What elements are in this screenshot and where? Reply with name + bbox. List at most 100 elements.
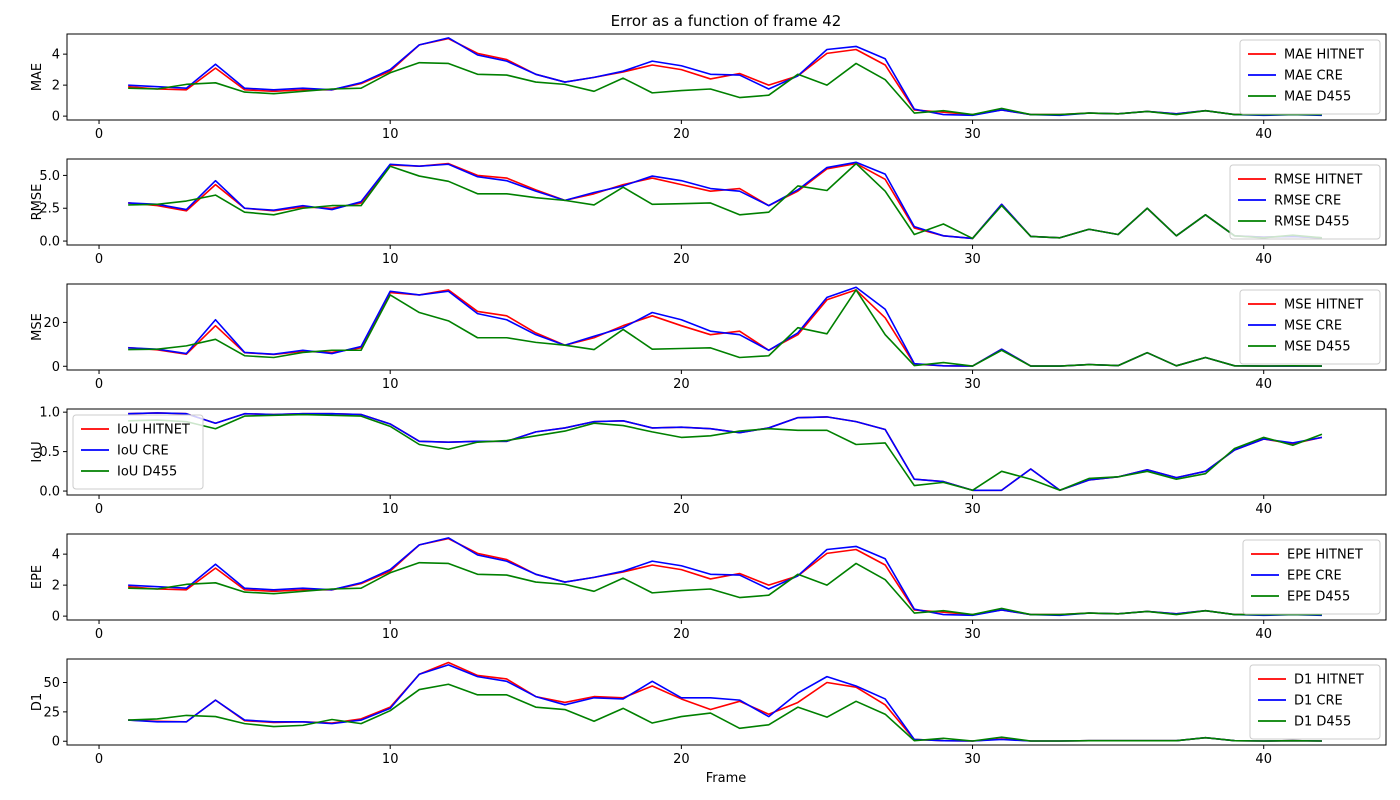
legend-entry: RMSE CRE: [1274, 194, 1341, 209]
legend-entry: MSE D455: [1284, 340, 1351, 355]
y-tick-label: 25: [43, 705, 60, 720]
y-axis-label: MAE: [30, 63, 45, 91]
subplot-mae: 0 10 20 30 40 0 2 4 MAE MAE HITNET MAE CRE MAE D455: [30, 33, 1387, 142]
y-tick-label: 0.0: [39, 235, 60, 250]
y-tick-label: 5.0: [39, 169, 60, 184]
series-line-mse-d455: [128, 289, 1322, 367]
x-tick-label: 40: [1255, 377, 1272, 392]
x-tick-label: 20: [673, 252, 690, 267]
x-tick-label: 40: [1255, 752, 1272, 767]
legend: EPE HITNET EPE CRE EPE D455: [1242, 539, 1381, 615]
legend-entry: D1 CRE: [1294, 694, 1343, 709]
x-tick-label: 20: [673, 752, 690, 767]
legend-entry: D1 D455: [1294, 715, 1351, 730]
y-tick-label: 20: [43, 316, 60, 331]
legend: MSE HITNET MSE CRE MSE D455: [1239, 289, 1381, 365]
legend: MAE HITNET MAE CRE MAE D455: [1239, 39, 1381, 115]
series-line-mae-d455: [128, 61, 1322, 116]
y-tick-label: 2: [52, 79, 60, 94]
x-tick-label: 10: [382, 627, 399, 642]
legend-entry: MAE CRE: [1284, 69, 1343, 84]
legend-entry: IoU CRE: [117, 444, 169, 459]
legend-entry: IoU HITNET: [117, 423, 190, 438]
legend-entry: EPE CRE: [1287, 569, 1342, 584]
subplot-epe: 0 10 20 30 40 0 2 4 EPE EPE HITNET EPE CRE EPE D455: [30, 533, 1387, 642]
x-tick-label: 30: [964, 502, 981, 517]
x-tick-label: 0: [95, 502, 103, 517]
y-tick-label: 1.0: [39, 406, 60, 421]
x-tick-label: 40: [1255, 502, 1272, 517]
legend: RMSE HITNET RMSE CRE RMSE D455: [1229, 164, 1381, 240]
x-tick-label: 0: [95, 252, 103, 267]
y-tick-label: 2: [52, 579, 60, 594]
x-axis-label: Frame: [706, 771, 747, 786]
x-tick-label: 40: [1255, 127, 1272, 142]
x-tick-label: 40: [1255, 252, 1272, 267]
series-line-rmse-d455: [128, 162, 1323, 240]
y-tick-label: 0: [52, 610, 60, 625]
y-tick-label: 0.5: [39, 445, 60, 460]
legend-entry: RMSE HITNET: [1274, 173, 1362, 188]
legend: IoU HITNET IoU CRE IoU D455: [72, 414, 204, 490]
legend-entry: RMSE D455: [1274, 215, 1350, 230]
y-tick-label: 0: [52, 735, 60, 750]
x-tick-label: 30: [964, 127, 981, 142]
series-line-epe-d455: [128, 561, 1322, 616]
axes-frame: [66, 658, 1387, 746]
legend-entry: MSE HITNET: [1284, 298, 1363, 313]
x-tick-label: 0: [95, 127, 103, 142]
x-tick-label: 10: [382, 127, 399, 142]
chart-title: Error as a function of frame 42: [611, 12, 842, 30]
x-tick-label: 30: [964, 627, 981, 642]
x-tick-label: 0: [95, 752, 103, 767]
x-tick-label: 20: [673, 502, 690, 517]
y-tick-label: 4: [52, 48, 60, 63]
axes-frame: [66, 533, 1387, 621]
x-tick-label: 10: [382, 752, 399, 767]
legend-entry: IoU D455: [117, 465, 177, 480]
y-tick-label: 2.5: [39, 202, 60, 217]
legend: D1 HITNET D1 CRE D1 D455: [1249, 664, 1381, 740]
x-tick-label: 10: [382, 252, 399, 267]
x-tick-label: 0: [95, 627, 103, 642]
axes-frame: [66, 33, 1387, 121]
axes-frame: [66, 158, 1387, 246]
series-line-iou-d455: [128, 413, 1323, 492]
legend-entry: MAE D455: [1284, 90, 1351, 105]
legend-entry: EPE D455: [1287, 590, 1350, 605]
y-tick-label: 4: [52, 548, 60, 563]
legend-entry: EPE HITNET: [1287, 548, 1363, 563]
y-axis-label: RMSE: [30, 184, 45, 221]
y-tick-label: 50: [43, 676, 60, 691]
x-tick-label: 0: [95, 377, 103, 392]
legend-entry: D1 HITNET: [1294, 673, 1364, 688]
x-tick-label: 20: [673, 377, 690, 392]
subplot-d1: 0 10 20 30 40 0 25 50 D1 D1 HITNET D1 CRE D1 D455: [30, 658, 1387, 767]
x-tick-label: 40: [1255, 627, 1272, 642]
y-axis-label: IoU: [30, 441, 45, 462]
x-tick-label: 20: [673, 127, 690, 142]
y-tick-label: 0: [52, 360, 60, 375]
y-tick-label: 0: [52, 110, 60, 125]
y-tick-label: 0.0: [39, 485, 60, 500]
legend-entry: MSE CRE: [1284, 319, 1342, 334]
legend-box: [1229, 164, 1381, 240]
x-tick-label: 30: [964, 377, 981, 392]
x-tick-label: 30: [964, 752, 981, 767]
y-axis-label: EPE: [30, 565, 45, 589]
legend-entry: MAE HITNET: [1284, 48, 1364, 63]
y-axis-label: D1: [30, 693, 45, 711]
x-tick-label: 10: [382, 502, 399, 517]
x-tick-label: 30: [964, 252, 981, 267]
x-tick-label: 10: [382, 377, 399, 392]
axes-frame: [66, 283, 1387, 371]
series-line-d1-d455: [128, 683, 1322, 742]
y-axis-label: MSE: [30, 313, 45, 341]
x-tick-label: 20: [673, 627, 690, 642]
